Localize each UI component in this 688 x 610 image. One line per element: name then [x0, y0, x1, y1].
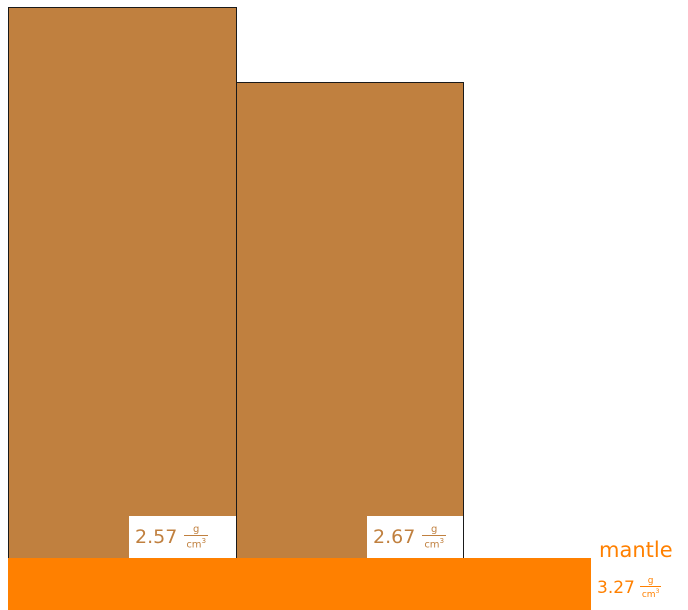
density-unit: g cm3 — [184, 523, 209, 551]
unit-denominator: cm3 — [639, 586, 662, 600]
density-label-left: 2.57 g cm3 — [129, 516, 236, 558]
density-unit: g cm3 — [639, 576, 662, 600]
mantle-density-label: 3.27 g cm3 — [597, 568, 662, 608]
unit-numerator: g — [192, 523, 200, 535]
density-value: 2.67 — [373, 526, 416, 548]
density-value: 3.27 — [597, 578, 635, 598]
mantle-layer — [8, 558, 591, 610]
mantle-label: mantle — [599, 538, 673, 562]
crust-block-right — [236, 82, 464, 560]
unit-numerator: g — [430, 523, 438, 535]
density-unit: g cm3 — [422, 523, 447, 551]
unit-numerator: g — [647, 576, 654, 586]
crust-block-left — [8, 7, 237, 560]
density-value: 2.57 — [135, 526, 178, 548]
unit-denominator: cm3 — [184, 534, 209, 551]
density-label-right: 2.67 g cm3 — [367, 516, 463, 558]
unit-denominator: cm3 — [422, 534, 447, 551]
